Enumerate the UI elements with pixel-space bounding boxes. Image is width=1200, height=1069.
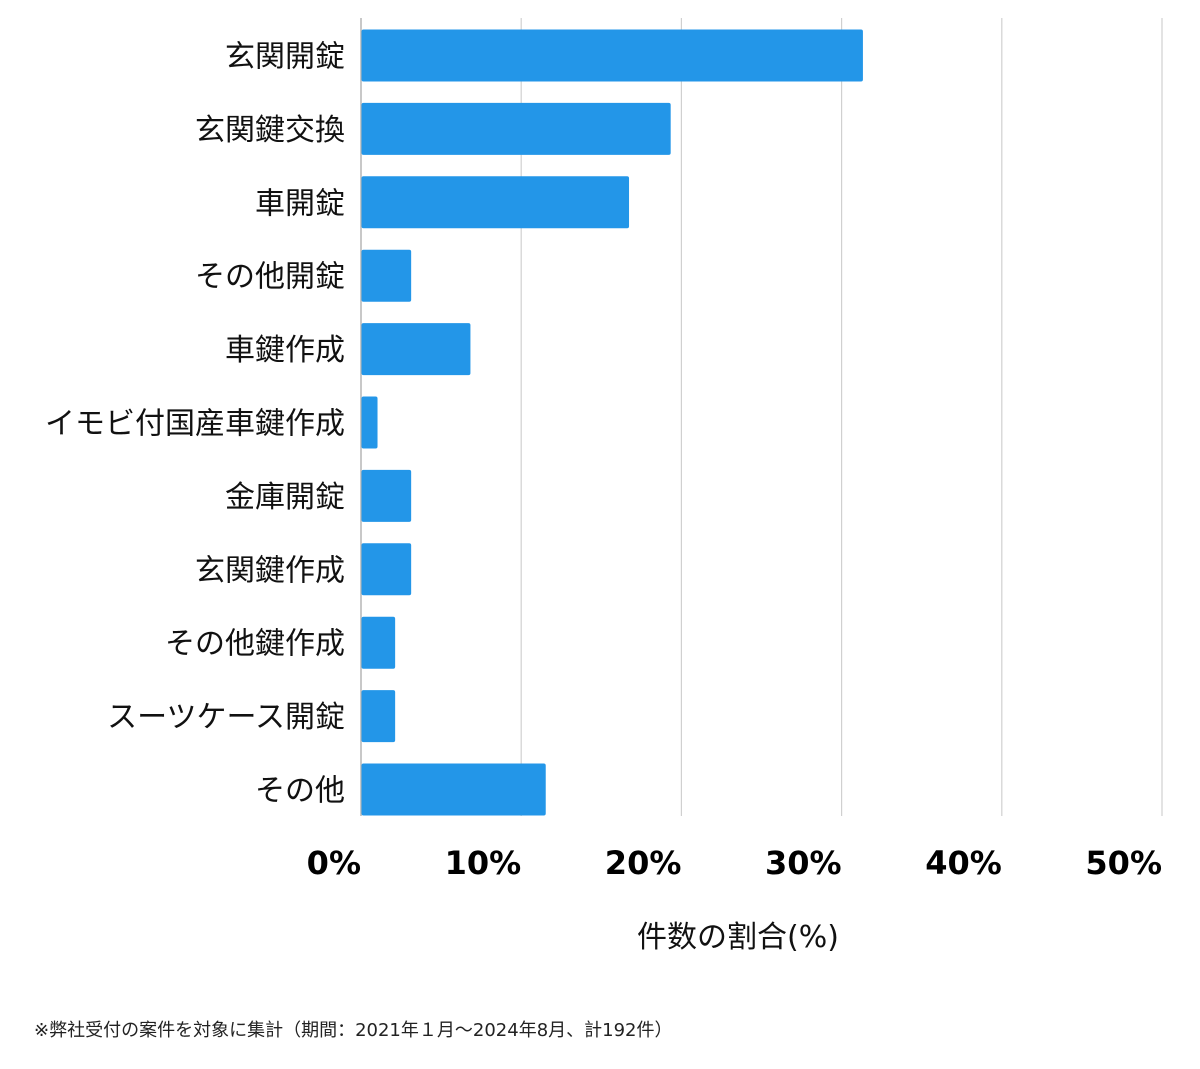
x-tick-label-20: 20%: [605, 844, 682, 882]
x-tick-label-10: 10%: [445, 844, 522, 882]
bar-8: [361, 616, 396, 669]
category-label-6: 金庫開錠: [225, 480, 345, 515]
bar-2: [361, 176, 630, 229]
category-label-3: その他開錠: [195, 260, 345, 295]
bar-chart: 玄関開錠玄関鍵交換車開錠その他開錠車鍵作成イモビ付国産車鍵作成金庫開錠玄関鍵作成…: [45, 18, 1163, 955]
category-label-8: その他鍵作成: [165, 627, 345, 662]
x-tick-label-40: 40%: [925, 844, 1002, 882]
category-label-0: 玄関開錠: [225, 40, 345, 75]
footnote: ※弊社受付の案件を対象に集計（期間：2021年１月～2024年8月、計192件）: [34, 1020, 673, 1041]
bar-6: [361, 469, 412, 522]
category-label-2: 車開錠: [255, 186, 345, 221]
x-tick-label-30: 30%: [765, 844, 842, 882]
bar-10: [361, 763, 546, 816]
bars: [361, 29, 863, 816]
bar-7: [361, 543, 412, 596]
category-label-4: 車鍵作成: [225, 333, 345, 368]
bar-9: [361, 690, 396, 743]
bar-5: [361, 396, 378, 449]
category-label-9: スーツケース開錠: [107, 700, 345, 735]
category-labels: 玄関開錠玄関鍵交換車開錠その他開錠車鍵作成イモビ付国産車鍵作成金庫開錠玄関鍵作成…: [45, 40, 345, 809]
category-label-5: イモビ付国産車鍵作成: [45, 407, 345, 442]
bar-1: [361, 102, 671, 155]
category-label-1: 玄関鍵交換: [195, 113, 345, 148]
category-label-10: その他: [255, 774, 345, 809]
x-tick-labels: 0% 10% 20% 30% 40% 50%: [307, 844, 1162, 882]
bar-4: [361, 323, 471, 376]
x-tick-label-0: 0%: [307, 844, 361, 882]
bar-3: [361, 249, 412, 302]
x-tick-label-50: 50%: [1085, 844, 1162, 882]
category-label-7: 玄関鍵作成: [195, 553, 345, 588]
x-axis-title: 件数の割合(%): [637, 920, 839, 955]
bar-0: [361, 29, 863, 82]
